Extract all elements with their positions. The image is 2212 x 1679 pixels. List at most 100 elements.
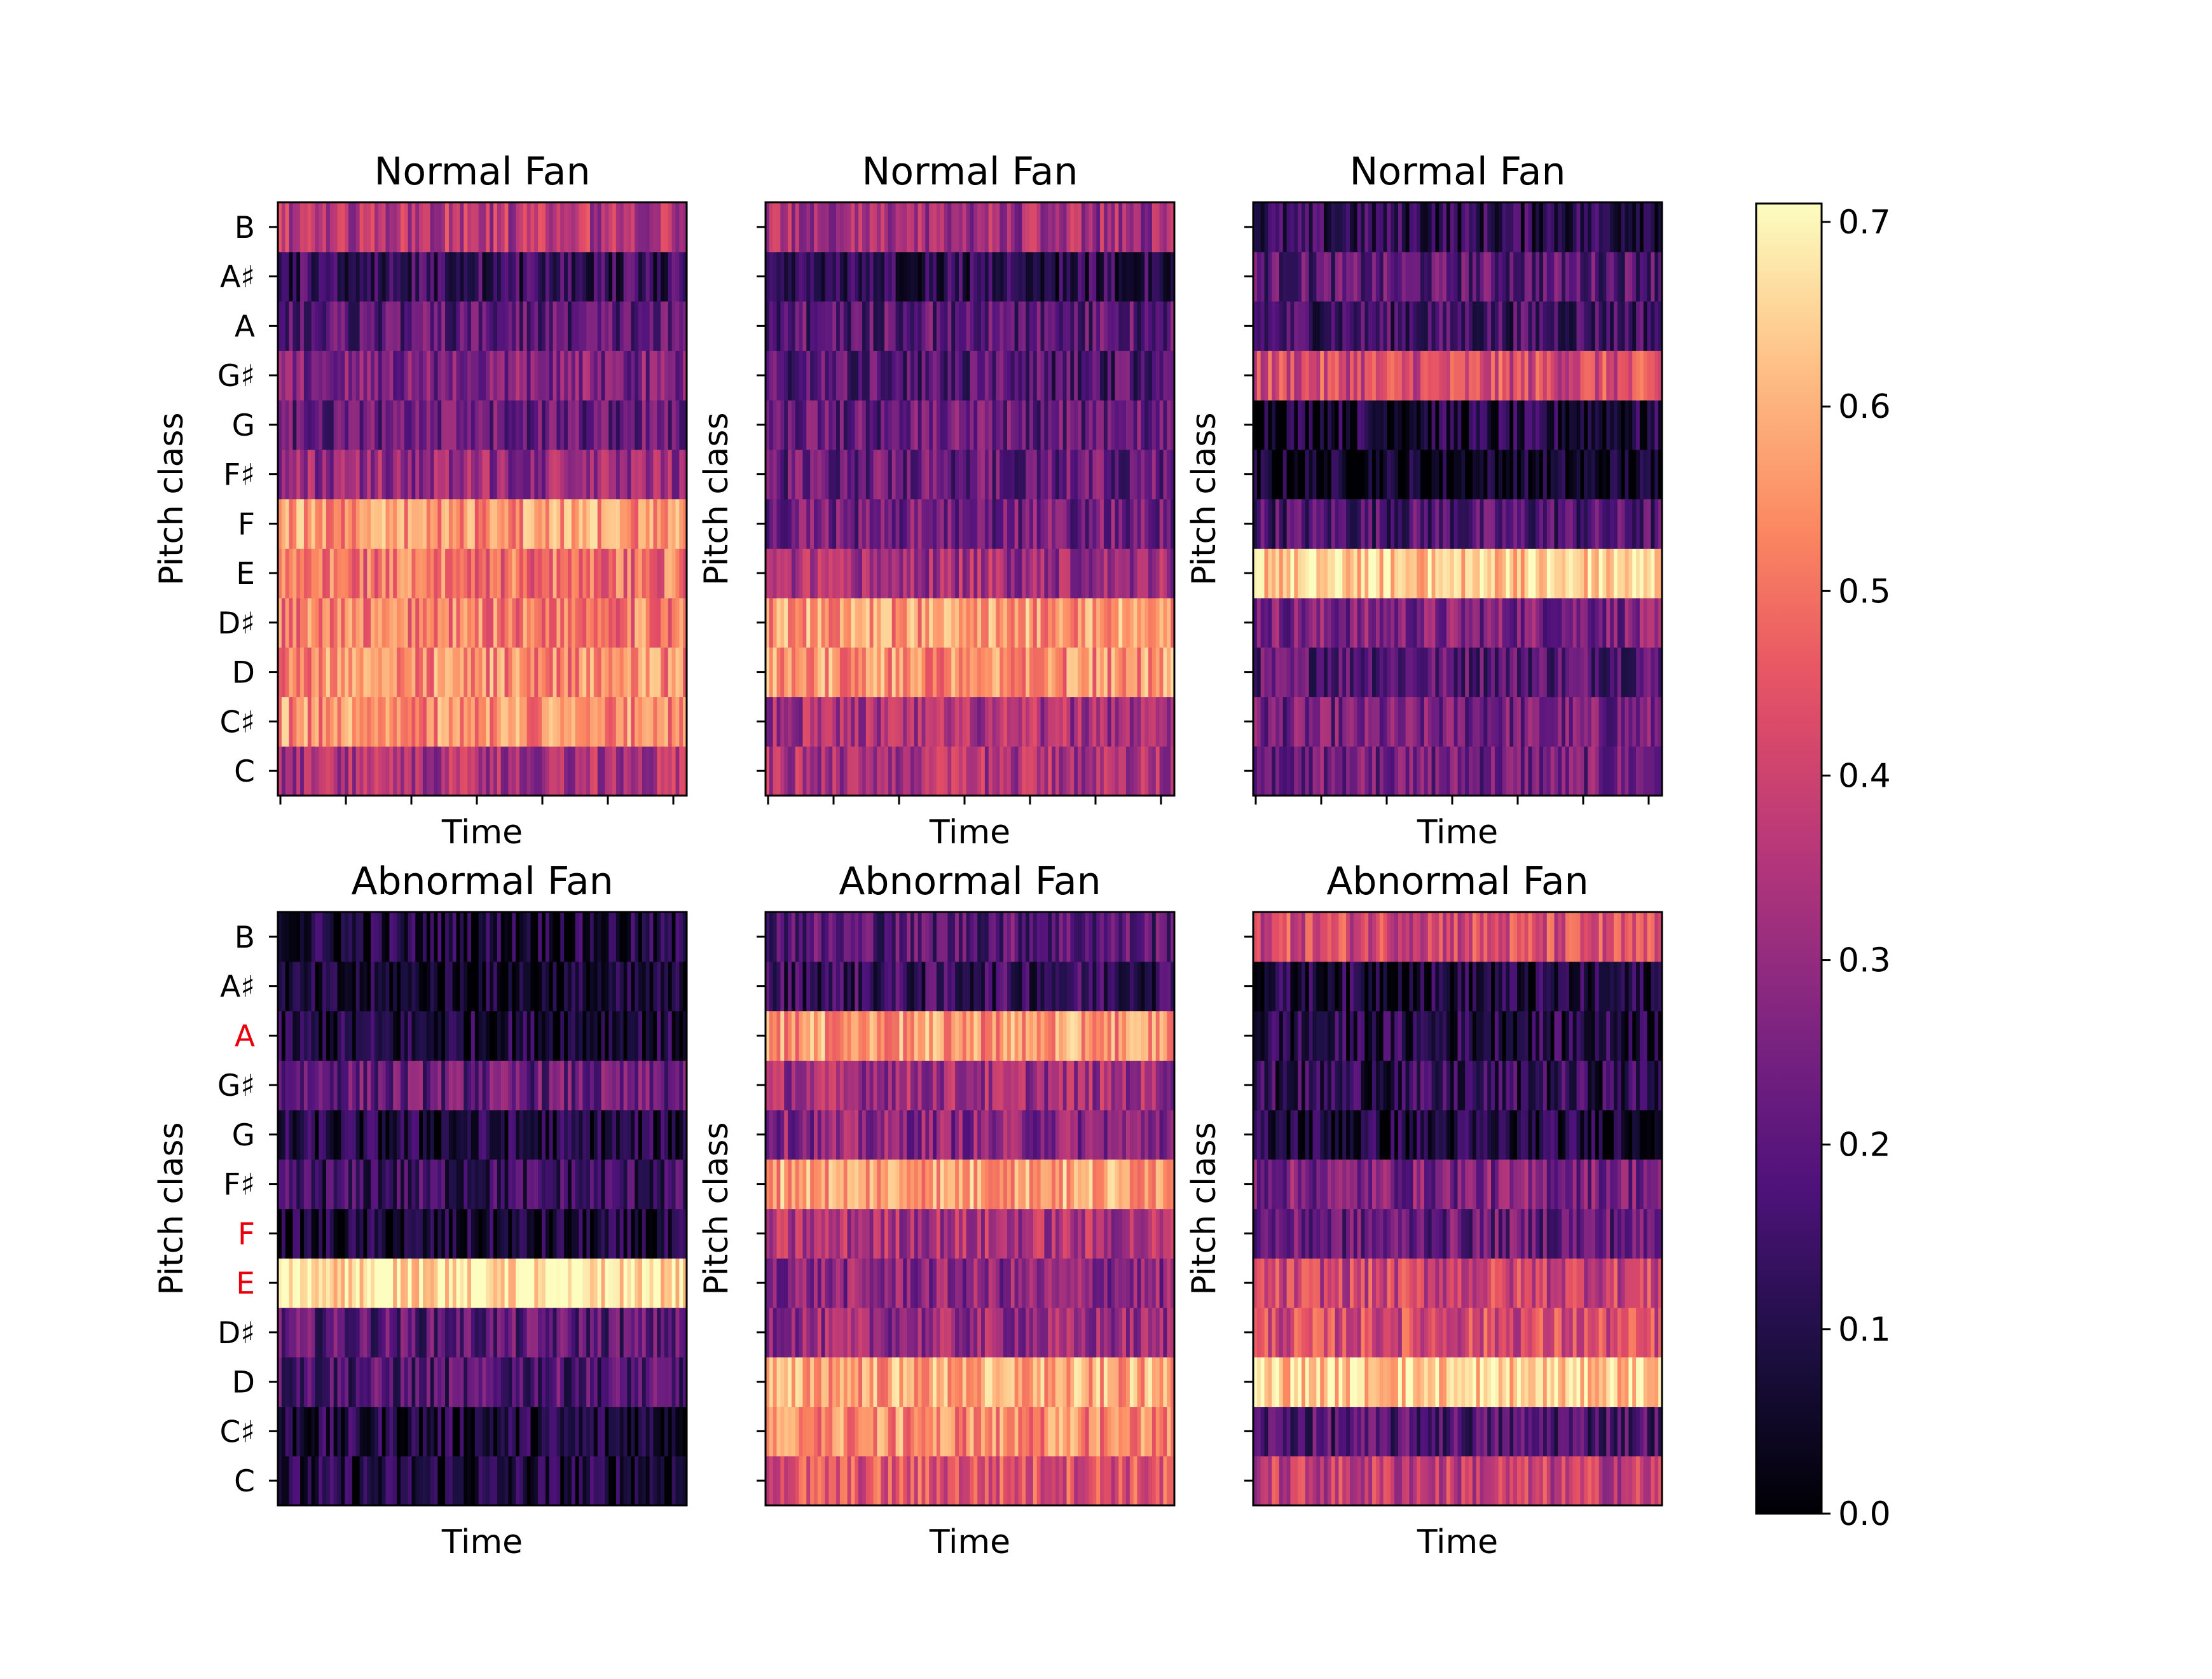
heatmap-cell [1357, 499, 1362, 549]
heatmap-cell [1253, 647, 1258, 698]
heatmap-cell [925, 350, 930, 401]
heatmap-cell [411, 202, 416, 252]
heatmap-cell [1122, 548, 1127, 598]
heatmap-cell [977, 499, 982, 549]
heatmap-cell [1052, 301, 1056, 351]
heatmap-cell [1401, 696, 1406, 747]
heatmap-cell [500, 647, 505, 698]
heatmap-cell [1122, 202, 1127, 252]
heatmap-cell [363, 350, 368, 401]
heatmap-cell [1074, 350, 1078, 401]
heatmap-cell [467, 1208, 472, 1259]
heatmap-cell [1439, 696, 1443, 747]
heatmap-cell [582, 449, 587, 500]
heatmap-cell [593, 598, 598, 648]
heatmap-cell [1171, 400, 1175, 450]
heatmap-cell [1260, 400, 1265, 450]
heatmap-cell [381, 350, 387, 401]
heatmap-cell [333, 1258, 338, 1308]
heatmap-cell [329, 202, 334, 252]
heatmap-cell [493, 548, 498, 598]
heatmap-cell [884, 251, 889, 302]
heatmap-cell [486, 1208, 490, 1259]
heatmap-cell [671, 301, 677, 351]
heatmap-cell [419, 202, 423, 252]
heatmap-cell [549, 251, 554, 302]
heatmap-cell [307, 1060, 312, 1110]
heatmap-cell [675, 1406, 680, 1456]
heatmap-cell [1342, 746, 1347, 796]
heatmap-cell [307, 1110, 312, 1160]
heatmap-cell [1643, 548, 1648, 598]
heatmap-cell [490, 1258, 494, 1308]
heatmap-cell [464, 1258, 468, 1308]
heatmap-cell [1391, 598, 1395, 648]
heatmap-cell [1375, 350, 1380, 401]
heatmap-cell [795, 598, 800, 648]
heatmap-cell [1569, 696, 1574, 747]
heatmap-cell [623, 548, 628, 598]
heatmap-cell [936, 202, 941, 252]
heatmap-cell [303, 1208, 308, 1259]
heatmap-cell [1401, 548, 1406, 598]
heatmap-cell [653, 746, 657, 796]
heatmap-cell [802, 696, 807, 747]
heatmap-cell [601, 499, 605, 549]
heatmap-cell [500, 598, 505, 648]
heatmap-cell [1502, 746, 1507, 796]
heatmap-cell [1480, 499, 1485, 549]
heatmap-cell [910, 202, 915, 252]
heatmap-cell [512, 1357, 516, 1407]
heatmap-cell [1036, 598, 1041, 648]
heatmap-cell [810, 598, 814, 648]
heatmap-cell [1052, 202, 1056, 252]
heatmap-cell [1141, 202, 1145, 252]
heatmap-cell [478, 1110, 483, 1160]
heatmap-cell [884, 647, 889, 698]
heatmap-cell [936, 746, 941, 796]
heatmap-cell [567, 696, 572, 747]
heatmap-cell [839, 499, 844, 549]
heatmap-cell [888, 746, 893, 796]
heatmap-cell [1163, 350, 1167, 401]
heatmap-cell [869, 548, 874, 598]
heatmap-cell [1111, 251, 1116, 302]
heatmap-cell [828, 251, 833, 302]
heatmap-cell [1591, 350, 1596, 401]
heatmap-cell [311, 746, 316, 796]
heatmap-cell [1000, 400, 1004, 450]
heatmap-cell [1483, 598, 1488, 648]
heatmap-cell [1111, 746, 1116, 796]
heatmap-cell [847, 449, 852, 500]
heatmap-cell [1290, 696, 1295, 747]
heatmap-cell [1524, 301, 1529, 351]
heatmap-cell [411, 1159, 416, 1210]
heatmap-cell [675, 647, 680, 698]
heatmap-cell [422, 202, 427, 252]
heatmap-cell [1100, 251, 1104, 302]
heatmap-cell [1029, 301, 1034, 351]
heatmap-cell [437, 301, 442, 351]
heatmap-cell [1424, 400, 1429, 450]
heatmap-cell [649, 449, 654, 500]
heatmap-cell [1472, 350, 1477, 401]
heatmap-cell [504, 251, 509, 302]
heatmap-cell [1141, 301, 1145, 351]
heatmap-cell [1658, 350, 1663, 401]
heatmap-cell [668, 598, 673, 648]
heatmap-cell [1316, 251, 1321, 302]
heatmap-cell [512, 1159, 516, 1210]
heatmap-cell [601, 400, 605, 450]
heatmap-cell [1621, 647, 1626, 698]
heatmap-cell [542, 251, 546, 302]
heatmap-cell [661, 1110, 665, 1160]
heatmap-cell [1006, 696, 1012, 747]
heatmap-cell [825, 746, 829, 796]
heatmap-cell [504, 548, 509, 598]
heatmap-cell [411, 449, 416, 500]
heatmap-cell [1461, 548, 1466, 598]
heatmap-cell [348, 1159, 353, 1210]
heatmap-cell [549, 301, 554, 351]
heatmap-cell [1391, 647, 1395, 698]
heatmap-cell [1491, 548, 1495, 598]
